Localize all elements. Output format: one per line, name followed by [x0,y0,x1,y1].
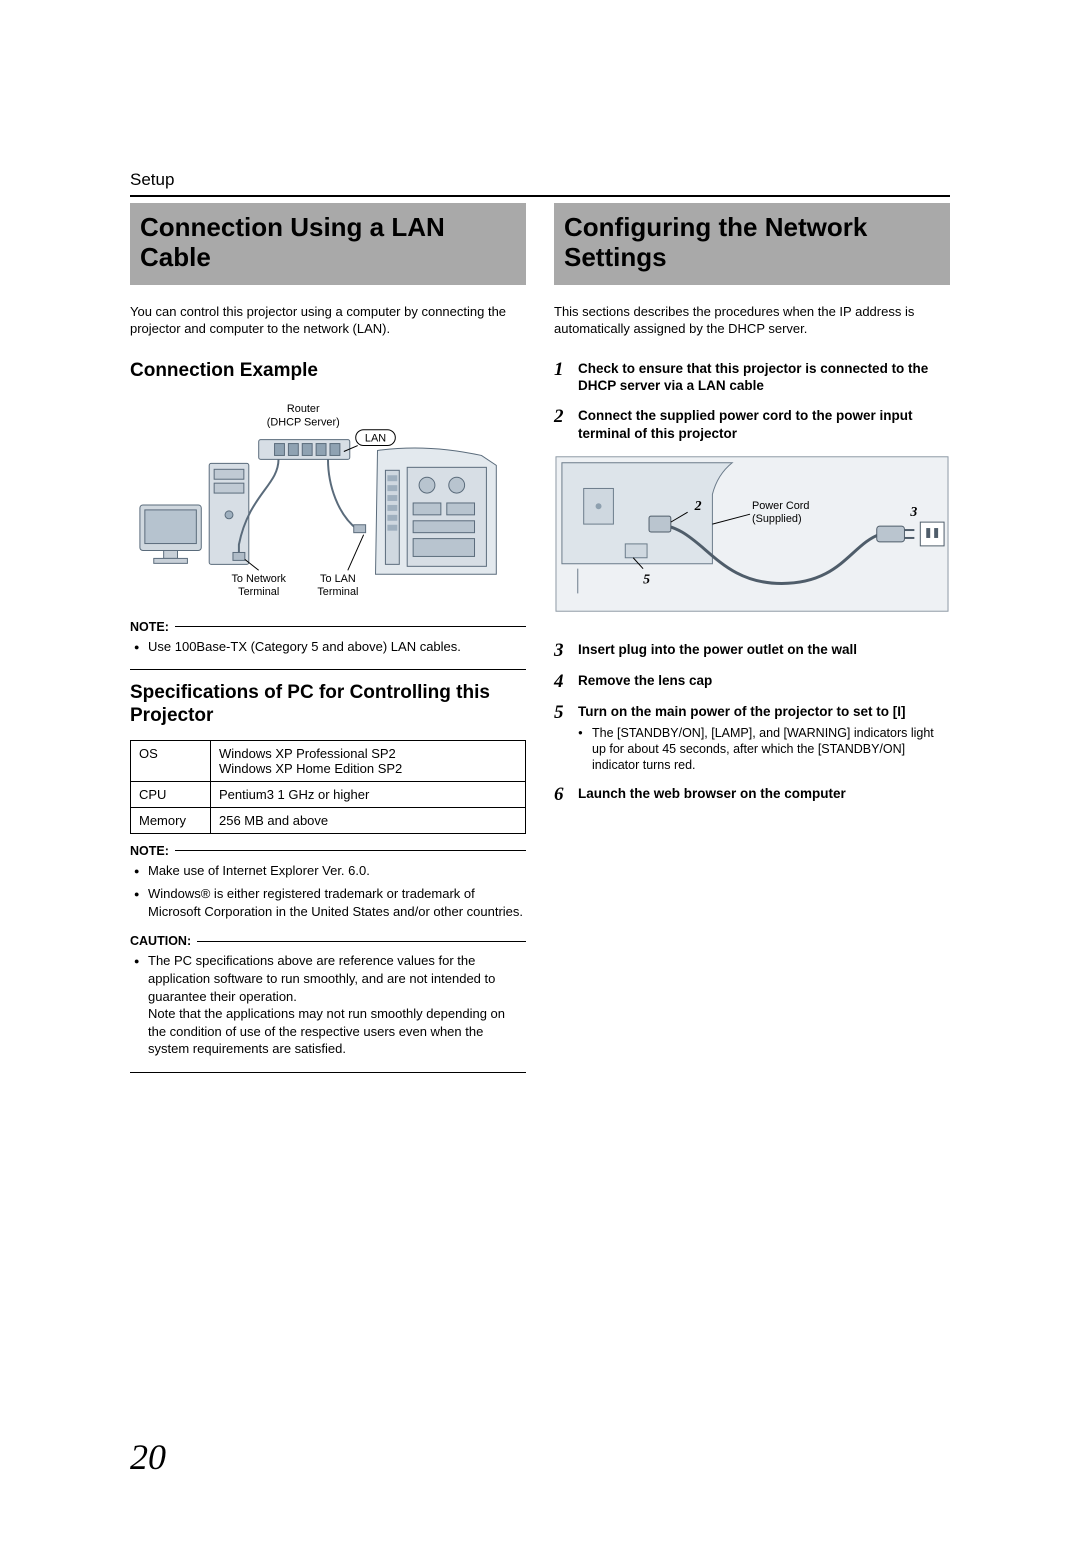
note-1-line [175,626,526,627]
left-intro: You can control this projector using a c… [130,303,526,338]
connection-diagram: LAN Router (DHCP Server) [130,395,526,605]
to-lan-1: To LAN [320,573,356,585]
cell-mem-value: 256 MB and above [211,807,526,833]
table-row: CPU Pentium3 1 GHz or higher [131,781,526,807]
cell-os-value: Windows XP Professional SP2 Windows XP H… [211,740,526,781]
rule-2 [130,1072,526,1073]
marker-2: 2 [694,498,702,513]
right-title-box: Configuring the Network Settings [554,203,950,285]
step-num: 5 [554,703,570,773]
step-6: 6 Launch the web browser on the computer [554,785,950,804]
marker-3: 3 [909,504,917,519]
to-lan-2: Terminal [317,586,358,598]
power-diagram: 2 3 5 Power Cord (Supplied) [554,454,950,614]
left-title: Connection Using a LAN Cable [140,213,516,273]
caution-item: The PC specifications above are referenc… [148,952,526,1057]
left-title-box: Connection Using a LAN Cable [130,203,526,285]
step-num: 2 [554,407,570,442]
connection-example-heading: Connection Example [130,360,526,383]
cell-os-label: OS [131,740,211,781]
step-num: 1 [554,360,570,395]
router-label-2: (DHCP Server) [267,416,340,428]
note-1-label: NOTE: [130,620,169,634]
step-title: Check to ensure that this projector is c… [578,360,950,395]
table-row: Memory 256 MB and above [131,807,526,833]
step-3: 3 Insert plug into the power outlet on t… [554,641,950,660]
step-2: 2 Connect the supplied power cord to the… [554,407,950,442]
caution-label: CAUTION: [130,934,191,948]
to-network-1: To Network [232,573,287,585]
step-title: Launch the web browser on the computer [578,785,950,803]
spec-table: OS Windows XP Professional SP2 Windows X… [130,740,526,834]
cell-cpu-value: Pentium3 1 GHz or higher [211,781,526,807]
step-1: 1 Check to ensure that this projector is… [554,360,950,395]
two-columns: Connection Using a LAN Cable You can con… [130,203,950,1085]
rule-1 [130,669,526,670]
note-1-item: Use 100Base-TX (Category 5 and above) LA… [148,638,526,656]
step-title: Connect the supplied power cord to the p… [578,407,950,442]
cell-cpu-label: CPU [131,781,211,807]
step-5: 5 Turn on the main power of the projecto… [554,703,950,773]
router-label-1: Router [287,403,320,415]
section-header: Setup [130,170,950,190]
steps-top: 1 Check to ensure that this projector is… [554,360,950,442]
note-1-list: Use 100Base-TX (Category 5 and above) LA… [130,638,526,656]
step-num: 3 [554,641,570,660]
note-2-list: Make use of Internet Explorer Ver. 6.0. … [130,862,526,921]
note-2-item-1: Make use of Internet Explorer Ver. 6.0. [148,862,526,880]
header-rule [130,195,950,197]
table-row: OS Windows XP Professional SP2 Windows X… [131,740,526,781]
to-network-2: Terminal [238,586,279,598]
step-num: 4 [554,672,570,691]
power-cord-label-1: Power Cord [752,500,809,512]
note-2-row: NOTE: [130,844,526,858]
page-content: Setup Connection Using a LAN Cable You c… [130,170,950,1085]
right-title: Configuring the Network Settings [564,213,940,273]
spec-heading: Specifications of PC for Controlling thi… [130,682,526,728]
step-num: 6 [554,785,570,804]
right-column: Configuring the Network Settings This se… [554,203,950,1085]
note-2-line [175,850,526,851]
left-column: Connection Using a LAN Cable You can con… [130,203,526,1085]
cell-mem-label: Memory [131,807,211,833]
steps-bottom: 3 Insert plug into the power outlet on t… [554,641,950,804]
step-title: Turn on the main power of the projector … [578,703,950,721]
step-sub: The [STANDBY/ON], [LAMP], and [WARNING] … [578,725,950,774]
note-1-row: NOTE: [130,620,526,634]
step-title: Remove the lens cap [578,672,950,690]
caution-row: CAUTION: [130,934,526,948]
lan-badge-text: LAN [365,432,386,444]
step-title: Insert plug into the power outlet on the… [578,641,950,659]
note-2-item-2: Windows® is either registered trademark … [148,885,526,920]
page-number: 20 [130,1436,166,1478]
caution-line [197,941,526,942]
marker-5: 5 [643,572,650,587]
step-4: 4 Remove the lens cap [554,672,950,691]
right-intro: This sections describes the procedures w… [554,303,950,338]
caution-list: The PC specifications above are referenc… [130,952,526,1057]
power-cord-label-2: (Supplied) [752,513,802,525]
note-2-label: NOTE: [130,844,169,858]
